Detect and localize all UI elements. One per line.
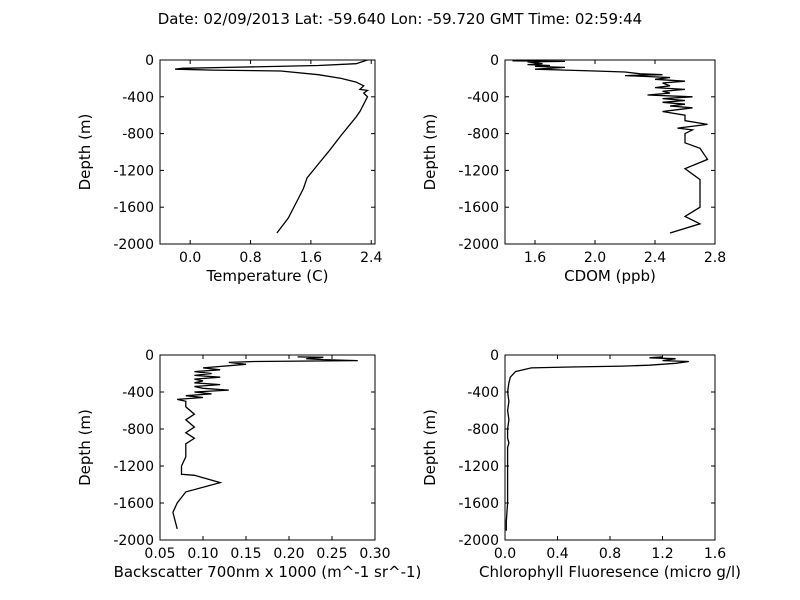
cdom-ytick-label: -1600 [458, 200, 499, 216]
panel-temperature: 0.0 0.8 1.6 2.4 0 -400 -800 -1200 -1600 -2000 Temp… [76, 53, 382, 285]
backscatter-xtick-label: 0.10 [187, 546, 218, 562]
temperature-xlabel: Temperature (C) [206, 267, 329, 285]
chlorophyll-xtick-label: 0.0 [494, 546, 516, 562]
backscatter-xtick-label: 0.05 [144, 546, 175, 562]
backscatter-ylabel: Depth (m) [76, 409, 94, 486]
temperature-ytick-label: -400 [122, 90, 154, 106]
backscatter-ytick-label: -400 [122, 385, 154, 401]
cdom-xtick-label: 2.8 [704, 250, 726, 266]
temperature-axes-frame [159, 59, 376, 245]
chlorophyll-ytick-label: -1600 [458, 496, 499, 512]
chlorophyll-ytick-label: 0 [490, 348, 499, 364]
chlorophyll-xtick-label: 0.4 [546, 546, 568, 562]
backscatter-xtick-label: 0.15 [230, 546, 261, 562]
cdom-xtick-label: 2.0 [584, 250, 606, 266]
temperature-xtick-label: 1.6 [300, 250, 322, 266]
chlorophyll-xlabel: Chlorophyll Fluoresence (micro g/l) [479, 563, 741, 581]
temperature-ytick-label: -1200 [113, 163, 154, 179]
chlorophyll-ylabel: Depth (m) [421, 409, 439, 486]
temperature-ylabel: Depth (m) [76, 114, 94, 191]
backscatter-profile-line [172, 356, 358, 530]
cdom-ytick-label: -800 [467, 127, 499, 143]
backscatter-ytick-label: -2000 [113, 533, 154, 549]
backscatter-ytick-label: 0 [145, 348, 154, 364]
chlorophyll-xtick-label: 1.2 [651, 546, 673, 562]
temperature-ytick-label: 0 [145, 53, 154, 69]
chlorophyll-ytick-label: -2000 [458, 533, 499, 549]
chlorophyll-profile-line [505, 356, 689, 531]
backscatter-xtick-label: 0.30 [359, 546, 390, 562]
backscatter-ytick-label: -800 [122, 422, 154, 438]
cdom-ytick-label: -1200 [458, 163, 499, 179]
backscatter-axes-frame [159, 354, 376, 541]
temperature-ytick-label: -1600 [113, 200, 154, 216]
temperature-xtick-label: 2.4 [360, 250, 382, 266]
panel-cdom: 1.6 2.0 2.4 2.8 0 -400 -800 -1200 -1600 -2000 CDOM… [421, 53, 726, 285]
chlorophyll-ytick-label: -400 [467, 385, 499, 401]
cdom-axes-frame [504, 59, 716, 245]
cdom-xtick-label: 1.6 [524, 250, 546, 266]
backscatter-xlabel: Backscatter 700nm x 1000 (m^-1 sr^-1) [114, 563, 422, 581]
temperature-ytick-label: -2000 [113, 237, 154, 253]
chlorophyll-ytick-label: -1200 [458, 459, 499, 475]
backscatter-ytick-label: -1200 [113, 459, 154, 475]
chlorophyll-xtick-label: 0.8 [599, 546, 621, 562]
backscatter-xtick-label: 0.20 [273, 546, 304, 562]
chlorophyll-ytick-label: -800 [467, 422, 499, 438]
temperature-xtick-label: 0.8 [239, 250, 261, 266]
chlorophyll-xtick-label: 1.6 [704, 546, 726, 562]
cdom-ytick-label: 0 [490, 53, 499, 69]
cdom-profile-line [512, 60, 709, 234]
backscatter-ytick-label: -1600 [113, 496, 154, 512]
cdom-ytick-label: -2000 [458, 237, 499, 253]
figure-title: Date: 02/09/2013 Lat: -59.640 Lon: -59.7… [158, 10, 642, 28]
cdom-xlabel: CDOM (ppb) [564, 267, 656, 285]
cdom-xtick-label: 2.4 [644, 250, 666, 266]
cdom-ytick-label: -400 [467, 90, 499, 106]
temperature-xtick-label: 0.0 [179, 250, 201, 266]
panel-backscatter: 0.05 0.10 0.15 0.20 0.25 0.30 0 -400 -800 -1200 -1… [76, 348, 421, 581]
panel-chlorophyll: 0.0 0.4 0.8 1.2 1.6 0 -400 -800 -1200 -1600 -2000 C… [421, 348, 741, 581]
cdom-ylabel: Depth (m) [421, 114, 439, 191]
temperature-profile-line [175, 59, 370, 234]
backscatter-xtick-label: 0.25 [316, 546, 347, 562]
temperature-ytick-label: -800 [122, 127, 154, 143]
